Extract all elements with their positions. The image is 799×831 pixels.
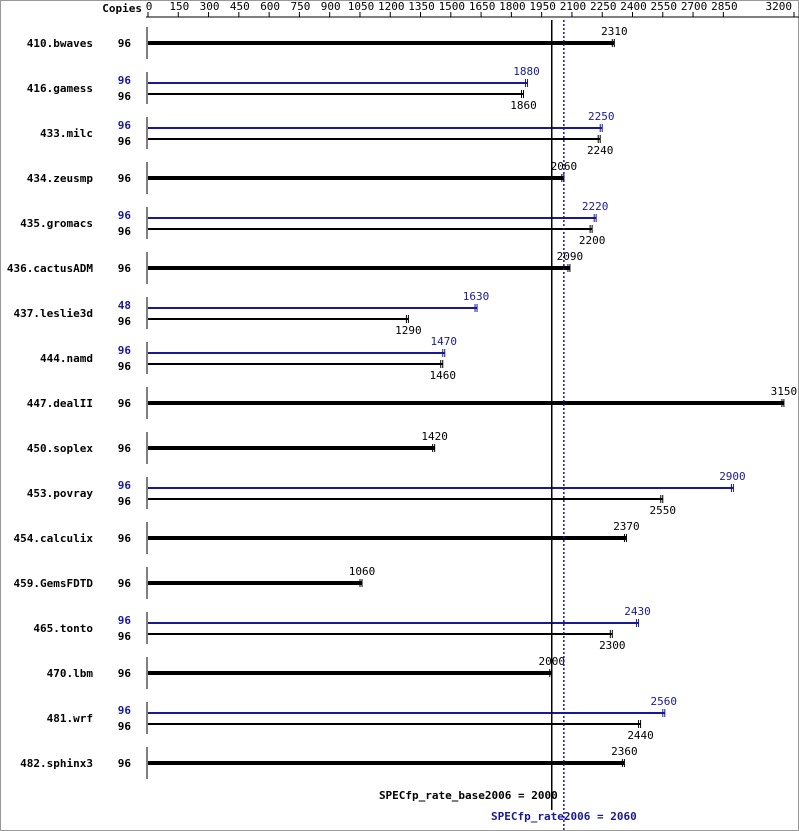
x-tick-label: 2550 <box>651 0 678 13</box>
copies-label: 96 <box>118 119 132 132</box>
x-tick-label: 750 <box>290 0 310 13</box>
copies-label: 96 <box>118 479 132 492</box>
copies-label: 96 <box>118 344 132 357</box>
x-tick-label: 900 <box>321 0 341 13</box>
category-label: 465.tonto <box>33 622 93 635</box>
category-label: 433.milc <box>40 127 93 140</box>
copies-label: 96 <box>118 315 132 328</box>
category-label: 459.GemsFDTD <box>14 577 94 590</box>
copies-label: 96 <box>118 532 132 545</box>
value-label: 2200 <box>579 234 606 247</box>
x-tick-label: 3200 <box>766 0 793 13</box>
copies-label: 96 <box>118 74 132 87</box>
value-label: 2900 <box>719 470 746 483</box>
category-label: 481.wrf <box>47 712 93 725</box>
x-tick-label: 2850 <box>711 0 738 13</box>
copies-label: 96 <box>118 90 132 103</box>
value-label: 2560 <box>651 695 678 708</box>
value-label: 3150 <box>771 385 798 398</box>
x-tick-label: 1050 <box>348 0 375 13</box>
copies-label: 96 <box>118 209 132 222</box>
category-label: 482.sphinx3 <box>20 757 93 770</box>
x-tick-label: 2400 <box>620 0 647 13</box>
copies-label: 96 <box>118 172 132 185</box>
x-tick-label: 1650 <box>469 0 496 13</box>
value-label: 2240 <box>587 144 614 157</box>
value-label: 1420 <box>421 430 448 443</box>
value-label: 2550 <box>650 504 677 517</box>
copies-label: 96 <box>118 630 132 643</box>
x-tick-label: 1950 <box>529 0 556 13</box>
value-label: 2440 <box>627 729 654 742</box>
value-label: 1290 <box>395 324 422 337</box>
category-label: 454.calculix <box>14 532 94 545</box>
category-label: 450.soplex <box>27 442 94 455</box>
value-label: 1060 <box>349 565 376 578</box>
value-label: 2370 <box>613 520 640 533</box>
x-tick-label: 0 <box>146 0 153 13</box>
copies-label: 96 <box>118 577 132 590</box>
category-label: 470.lbm <box>47 667 94 680</box>
x-tick-label: 1350 <box>408 0 435 13</box>
x-tick-label: 450 <box>230 0 250 13</box>
copies-label: 96 <box>118 360 132 373</box>
copies-label: 96 <box>118 614 132 627</box>
copies-label: 96 <box>118 262 132 275</box>
category-label: 437.leslie3d <box>14 307 93 320</box>
copies-label: 96 <box>118 495 132 508</box>
copies-label: 96 <box>118 37 132 50</box>
x-tick-label: 2250 <box>590 0 617 13</box>
x-tick-label: 2700 <box>681 0 708 13</box>
reference-label: SPECfp_rate2006 = 2060 <box>491 810 637 823</box>
copies-label: 48 <box>118 299 131 312</box>
x-tick-label: 1500 <box>439 0 466 13</box>
category-label: 444.namd <box>40 352 93 365</box>
category-label: 410.bwaves <box>27 37 93 50</box>
copies-header: Copies <box>102 2 142 15</box>
value-label: 1880 <box>513 65 540 78</box>
reference-label: SPECfp_rate_base2006 = 2000 <box>379 789 558 802</box>
copies-label: 96 <box>118 704 132 717</box>
x-tick-label: 150 <box>169 0 189 13</box>
category-label: 453.povray <box>27 487 94 500</box>
copies-label: 96 <box>118 667 132 680</box>
value-label: 1860 <box>510 99 537 112</box>
value-label: 1460 <box>429 369 456 382</box>
x-tick-label: 2100 <box>560 0 587 13</box>
value-label: 2310 <box>601 25 628 38</box>
category-label: 436.cactusADM <box>7 262 93 275</box>
value-label: 2060 <box>551 160 578 173</box>
value-label: 2430 <box>624 605 651 618</box>
category-label: 447.dealII <box>27 397 93 410</box>
copies-label: 96 <box>118 225 132 238</box>
x-tick-label: 600 <box>260 0 280 13</box>
value-label: 2300 <box>599 639 626 652</box>
category-label: 416.gamess <box>27 82 93 95</box>
value-label: 1630 <box>463 290 490 303</box>
category-label: 435.gromacs <box>20 217 93 230</box>
copies-label: 96 <box>118 397 132 410</box>
value-label: 2360 <box>611 745 638 758</box>
x-tick-label: 1200 <box>378 0 405 13</box>
copies-label: 96 <box>118 757 132 770</box>
category-label: 434.zeusmp <box>27 172 94 185</box>
value-label: 2220 <box>582 200 609 213</box>
value-label: 2090 <box>557 250 584 263</box>
x-tick-label: 300 <box>200 0 220 13</box>
value-label: 1470 <box>431 335 458 348</box>
x-tick-label: 1800 <box>499 0 526 13</box>
copies-label: 96 <box>118 720 132 733</box>
copies-label: 96 <box>118 442 132 455</box>
value-label: 2250 <box>588 110 615 123</box>
copies-label: 96 <box>118 135 132 148</box>
